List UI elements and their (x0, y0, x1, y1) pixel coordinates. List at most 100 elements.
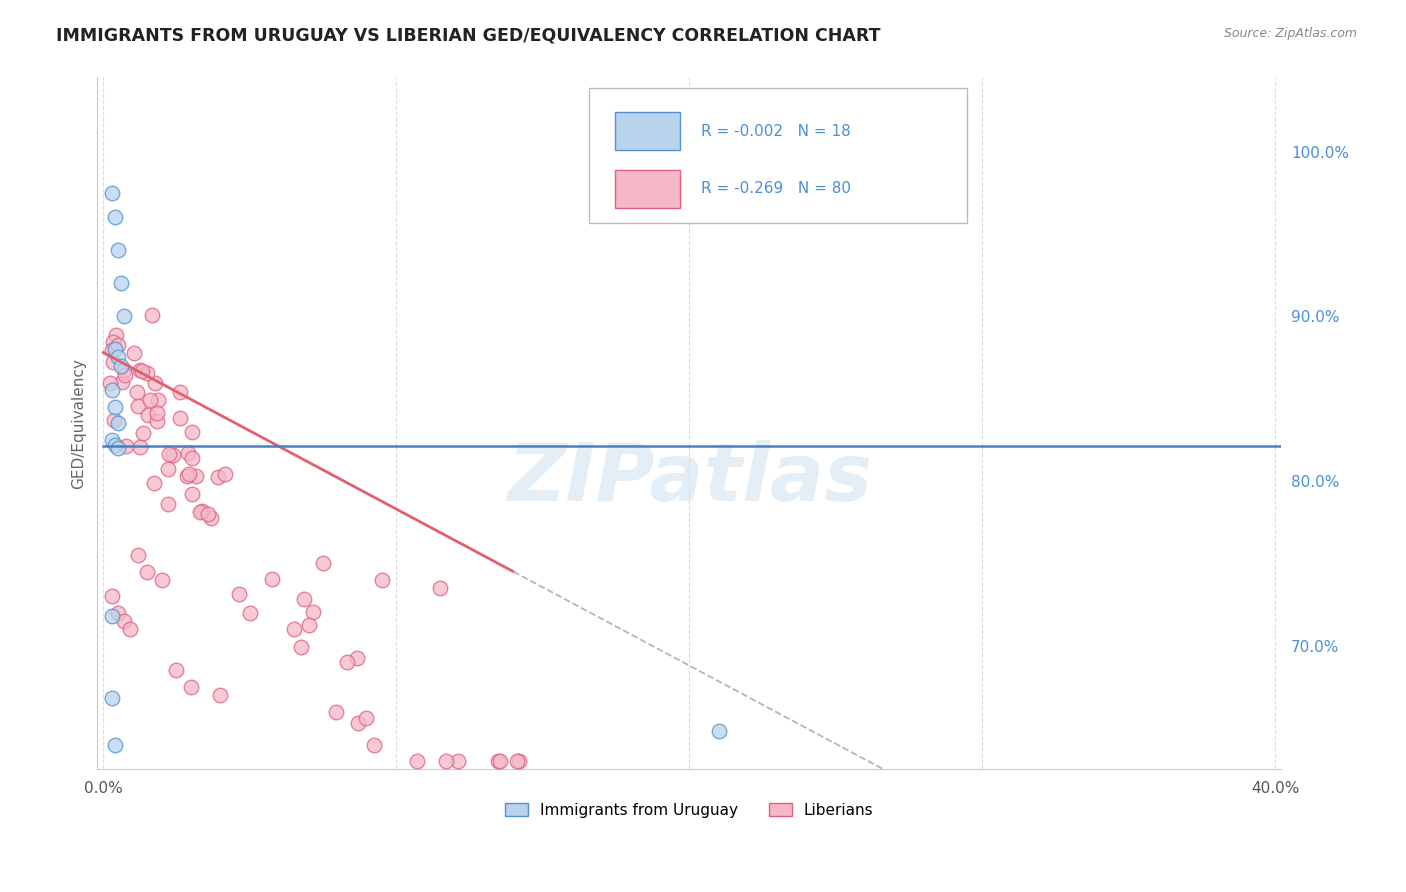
Point (135, 366, 157, 380)
Point (132, 425, 155, 440)
Point (370, 573, 392, 587)
Point (262, 572, 284, 586)
Legend: Immigrants from Uruguay, Liberians: Immigrants from Uruguay, Liberians (499, 797, 880, 824)
Point (166, 664, 188, 678)
Point (283, 622, 305, 636)
Point (312, 557, 335, 571)
Point (169, 384, 191, 399)
Point (486, 754, 509, 768)
Point (112, 614, 135, 628)
Point (180, 680, 202, 694)
Point (107, 606, 129, 620)
Point (103, 413, 125, 427)
Point (157, 462, 180, 476)
Point (363, 738, 385, 752)
Point (131, 363, 153, 377)
Point (98, 376, 121, 390)
Point (105, 328, 128, 343)
Point (346, 651, 368, 665)
Point (141, 308, 163, 322)
Text: R = -0.269   N = 80: R = -0.269 N = 80 (702, 181, 851, 196)
Point (101, 433, 124, 447)
Point (181, 451, 204, 466)
Point (197, 508, 219, 522)
Text: ZIPatlas: ZIPatlas (506, 440, 872, 517)
Y-axis label: GED/Equivalency: GED/Equivalency (72, 358, 86, 489)
Point (347, 715, 370, 730)
Point (302, 605, 325, 619)
Point (169, 410, 191, 425)
Point (228, 587, 250, 601)
Point (107, 351, 129, 365)
Point (336, 655, 359, 669)
Point (107, 338, 129, 352)
Point (200, 511, 222, 525)
Point (104, 438, 127, 452)
Point (112, 310, 135, 324)
Point (488, 754, 510, 768)
Point (179, 467, 201, 482)
Point (101, 343, 124, 357)
Point (139, 392, 162, 407)
Point (356, 711, 378, 725)
Point (429, 581, 451, 595)
Point (128, 440, 150, 454)
Point (114, 368, 136, 382)
Point (176, 469, 198, 483)
Point (508, 754, 530, 768)
Point (146, 414, 169, 428)
Point (127, 548, 149, 562)
Point (111, 375, 134, 389)
Point (143, 475, 166, 490)
Point (101, 590, 124, 604)
Point (107, 441, 129, 455)
Point (162, 448, 184, 462)
Point (150, 573, 173, 587)
Point (297, 618, 319, 632)
Point (129, 362, 152, 376)
Point (101, 186, 124, 200)
Point (101, 609, 124, 624)
Point (209, 688, 232, 702)
Point (101, 691, 124, 706)
Point (177, 446, 200, 460)
Point (156, 497, 179, 511)
Point (122, 345, 145, 359)
Point (104, 400, 127, 414)
Point (188, 506, 211, 520)
Point (446, 754, 468, 768)
Point (186, 469, 208, 483)
Point (101, 334, 124, 349)
Point (292, 591, 315, 606)
Point (118, 622, 141, 636)
Point (325, 705, 347, 719)
Point (110, 277, 132, 291)
Point (181, 486, 204, 500)
Point (136, 408, 159, 422)
Point (136, 565, 159, 579)
Point (707, 724, 730, 739)
Point (107, 244, 129, 258)
Point (112, 363, 135, 377)
Point (104, 738, 127, 752)
Point (405, 754, 427, 768)
Point (103, 354, 125, 368)
Point (190, 504, 212, 518)
Point (506, 754, 529, 768)
Point (127, 399, 149, 413)
Text: Source: ZipAtlas.com: Source: ZipAtlas.com (1223, 27, 1357, 40)
Point (101, 384, 124, 398)
FancyBboxPatch shape (614, 169, 679, 208)
Point (104, 343, 127, 357)
Point (146, 392, 169, 407)
Point (180, 425, 202, 439)
Text: R = -0.002   N = 18: R = -0.002 N = 18 (702, 124, 851, 138)
Point (110, 359, 132, 373)
FancyBboxPatch shape (614, 112, 679, 150)
Point (157, 447, 180, 461)
Point (146, 406, 169, 420)
Point (207, 470, 229, 484)
Point (434, 754, 457, 768)
Point (115, 439, 138, 453)
Point (104, 211, 127, 225)
